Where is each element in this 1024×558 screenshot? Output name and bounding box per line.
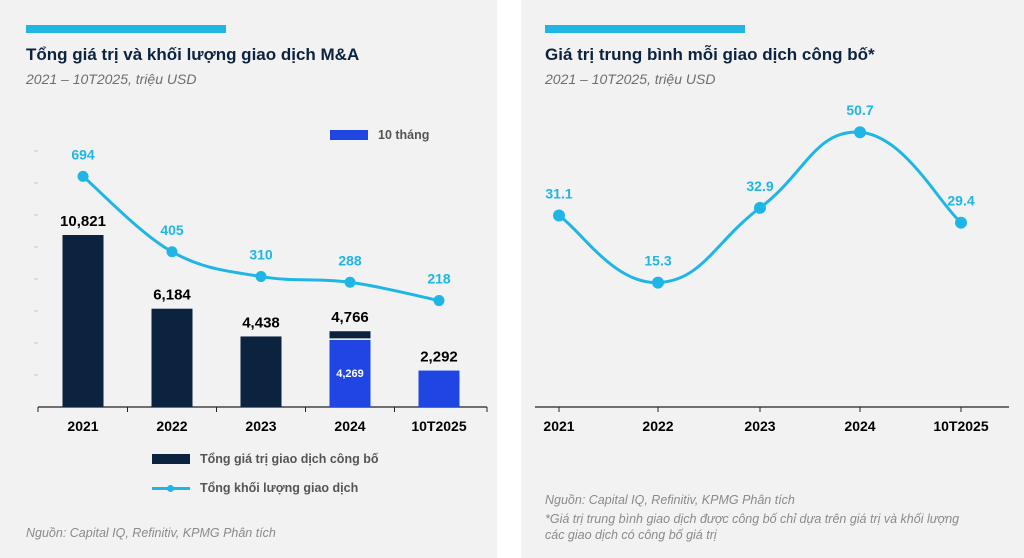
chart-title: Tổng giá trị và khối lượng giao dịch M&A (26, 45, 360, 64)
bar-total-2023 (240, 336, 282, 407)
legend-ten-months: 10 tháng (330, 128, 429, 142)
avg-value-point-2021 (553, 209, 565, 222)
avg-value-label-10T2025: 29.4 (947, 193, 974, 209)
bar-total-2021 (62, 235, 104, 407)
volume-label-10T2025: 218 (427, 271, 451, 287)
x-tick-label-2022: 2022 (642, 418, 673, 434)
legend-line: Tổng khối lượng giao dịch (152, 481, 358, 495)
chart-subtitle: 2021 – 10T2025, triệu USD (26, 71, 197, 87)
x-tick-label-10T2025: 10T2025 (933, 418, 988, 434)
accent-bar (545, 25, 745, 33)
volume-point-2022 (166, 246, 178, 258)
volume-label-2022: 405 (160, 222, 184, 238)
legend-swatch-ten-months (330, 130, 368, 140)
bar-inner-label-2024: 4,269 (336, 368, 364, 380)
avg-value-point-2024 (854, 126, 866, 139)
avg-value-label-2024: 50.7 (846, 102, 873, 118)
x-tick-label-10T2025: 10T2025 (411, 418, 466, 434)
bar-value-label-2023: 4,438 (242, 314, 280, 331)
legend-label-line: Tổng khối lượng giao dịch (200, 481, 359, 495)
volume-point-2023 (255, 271, 267, 283)
avg-value-point-2023 (754, 201, 766, 214)
volume-point-2021 (77, 170, 89, 182)
bar-value-label-10T2025: 2,292 (420, 349, 458, 366)
avg-value-label-2022: 15.3 (644, 253, 671, 269)
left-chart-panel: Tổng giá trị và khối lượng giao dịch M&A… (0, 0, 497, 558)
mna-value-volume-chart: 10,821 2021 6,184 2022 4,438 2023 4,269 4,766 20… (34, 146, 488, 434)
accent-bar (26, 25, 226, 33)
x-tick-label-2023: 2023 (744, 418, 775, 434)
volume-label-2023: 310 (249, 247, 273, 263)
legend-label-ten-months: 10 tháng (378, 128, 430, 142)
bar-ten-months-2024 (329, 339, 371, 407)
volume-point-10T2025 (433, 295, 445, 307)
avg-deal-value-chart: 2021 2022 2023 2024 10T2025 31.1 15.3 32.9 50.7 2… (535, 102, 1009, 434)
x-tick-label-2023: 2023 (245, 418, 276, 434)
chart-subtitle: 2021 – 10T2025, triệu USD (545, 71, 716, 87)
source-note: Nguồn: Capital IQ, Refinitiv, KPMG Phân … (545, 493, 795, 507)
legend-label-bar: Tổng giá trị giao dịch công bố (200, 452, 379, 466)
chart-title: Giá trị trung bình mỗi giao dịch công bố… (545, 45, 875, 64)
x-tick-label-2021: 2021 (67, 418, 98, 434)
volume-point-2024 (344, 276, 356, 288)
x-tick-label-2024: 2024 (844, 418, 875, 434)
right-chart-panel: Giá trị trung bình mỗi giao dịch công bố… (521, 0, 1024, 558)
avg-value-label-2021: 31.1 (545, 185, 572, 201)
avg-value-point-2022 (652, 276, 664, 289)
volume-label-2021: 694 (71, 146, 95, 162)
avg-value-point-10T2025 (955, 216, 967, 229)
bar-value-label-2021: 10,821 (60, 213, 106, 230)
bar-ten-months-10T2025 (418, 370, 460, 407)
bar-value-label-2024: 4,766 (331, 309, 369, 326)
legend-swatch-line (152, 483, 190, 493)
x-tick-label-2021: 2021 (543, 418, 574, 434)
volume-label-2024: 288 (338, 252, 362, 268)
source-note: Nguồn: Capital IQ, Refinitiv, KPMG Phân … (26, 526, 276, 540)
legend-swatch-bar (152, 454, 190, 464)
bar-total-2022 (151, 308, 193, 407)
x-tick-label-2022: 2022 (156, 418, 187, 434)
bar-value-label-2022: 6,184 (153, 287, 191, 304)
footnote: *Giá trị trung bình giao dịch được công … (545, 512, 960, 542)
x-tick-label-2024: 2024 (334, 418, 365, 434)
avg-value-label-2023: 32.9 (746, 178, 773, 194)
legend-bar: Tổng giá trị giao dịch công bố (152, 452, 378, 466)
